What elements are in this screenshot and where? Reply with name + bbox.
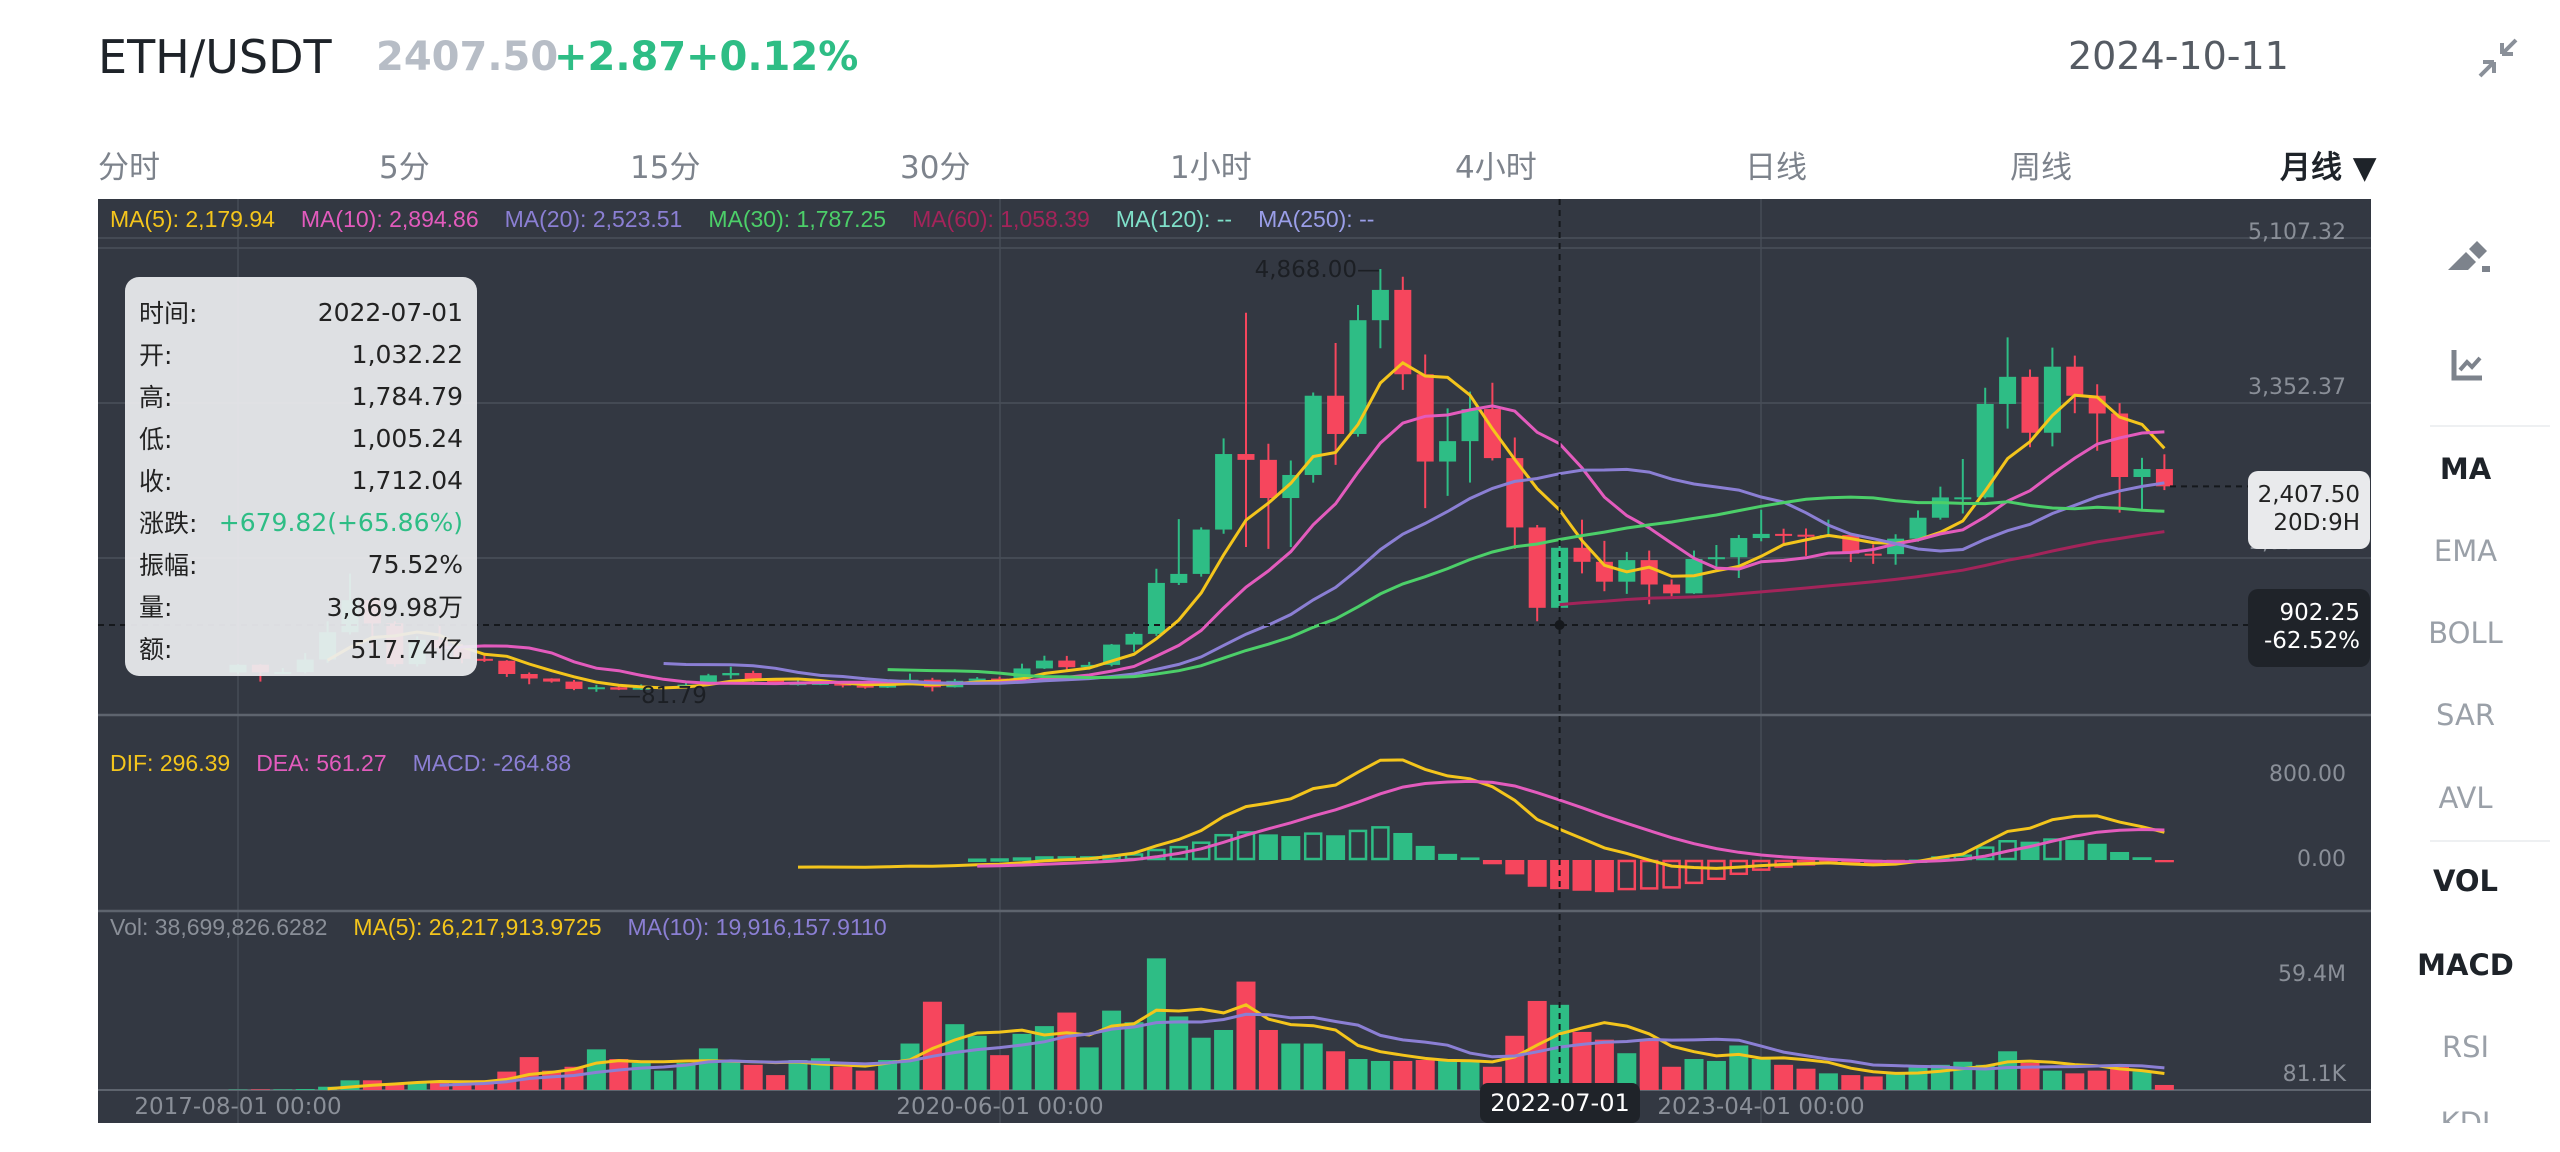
ma-legend-item-3: MA(30): 1,787.25 (708, 206, 887, 232)
tooltip-label: 振幅: (139, 551, 198, 580)
tooltip-row: 开: 1,032.22 (139, 333, 463, 375)
ma-legend: MA(5): 2,179.94 MA(10): 2,894.86 MA(20): 2… (110, 206, 1400, 233)
tooltip-label: 涨跌: (139, 509, 198, 538)
indicator-kdj[interactable]: KDJ (2440, 1106, 2491, 1123)
tooltip-value: 1,005.24 (351, 423, 463, 453)
last-price: 2407.50 (376, 34, 559, 80)
indicator-avl[interactable]: AVL (2438, 781, 2493, 815)
indicator-sar[interactable]: SAR (2436, 698, 2495, 732)
ma-legend-item-0: MA(5): 2,179.94 (110, 206, 275, 232)
tooltip-row: 涨跌: +679.82(+65.86%) (139, 501, 463, 543)
tooltip-row: 低: 1,005.24 (139, 417, 463, 459)
tab-5[interactable]: 4小时 (1455, 150, 1537, 186)
date-label: 2024-10-11 (2068, 34, 2289, 78)
max-price-value: 4,868.00 (1254, 257, 1357, 283)
crosshair-price-tag: 902.25 -62.52% (2248, 589, 2370, 667)
tooltip-row: 时间: 2022-07-01 (139, 291, 463, 333)
macd-axis-label: 800.00 (2269, 762, 2346, 787)
crosshair-percent: -62.52% (2264, 628, 2360, 654)
sidebar-divider (2430, 840, 2550, 842)
sidebar-divider (2430, 425, 2550, 427)
tooltip-label: 额: (139, 635, 173, 664)
indicator-boll[interactable]: BOLL (2428, 616, 2503, 650)
collapse-arrows-icon[interactable] (2474, 34, 2522, 82)
current-price-value: 2,407.50 (2257, 482, 2360, 508)
tooltip-row: 额: 517.74亿 (139, 627, 463, 669)
tooltip-label: 时间: (139, 299, 198, 328)
tooltip-label: 开: (139, 341, 173, 370)
x-axis-label: 2017-08-01 00:00 (134, 1094, 342, 1120)
indicator-chart-icon[interactable] (2450, 346, 2486, 382)
tab-0[interactable]: 分时 (98, 150, 160, 186)
tooltip-label: 高: (139, 383, 173, 412)
tooltip-value: 517.74亿 (350, 635, 463, 664)
ma-legend-item-5: MA(120): -- (1115, 206, 1233, 232)
tooltip-label: 低: (139, 425, 173, 454)
tooltip-label: 量: (139, 593, 173, 622)
vol-axis-label: 59.4M (2278, 962, 2346, 987)
indicator-ma[interactable]: MA (2439, 452, 2492, 486)
min-price-label: —81.79 (618, 683, 707, 709)
vol-legend-item-0: Vol: 38,699,826.6282 (110, 914, 328, 940)
x-axis-label: 2020-06-01 00:00 (896, 1094, 1104, 1120)
tab-6[interactable]: 日线 (1745, 150, 1807, 186)
tab-2[interactable]: 15分 (630, 150, 701, 186)
x-axis-label: 2023-04-01 00:00 (1657, 1094, 1865, 1120)
crosshair-price: 902.25 (2279, 600, 2360, 626)
ma-legend-item-4: MA(60): 1,058.39 (912, 206, 1090, 232)
tooltip-value: 1,784.79 (351, 381, 463, 411)
tooltip-value: 1,032.22 (351, 339, 463, 369)
indicator-macd[interactable]: MACD (2417, 948, 2514, 982)
y-axis-label: 5,107.32 (2248, 220, 2346, 245)
ma-legend-item-1: MA(10): 2,894.86 (300, 206, 479, 232)
ma-legend-item-6: MA(250): -- (1258, 206, 1375, 232)
macd-legend-item-2: MACD: -264.88 (412, 750, 572, 776)
vol-legend: Vol: 38,699,826.6282 MA(5): 26,217,913.97… (110, 914, 913, 941)
tab-3[interactable]: 30分 (900, 150, 971, 186)
candle-countdown: 20D:9H (2273, 510, 2360, 536)
tooltip-value: +679.82(+65.86%) (218, 507, 463, 537)
macd-legend-item-1: DEA: 561.27 (256, 750, 387, 776)
tooltip-value: 3,869.98万 (326, 593, 463, 622)
tooltip-value: 2022-07-01 (317, 297, 463, 327)
symbol-title: ETH/USDT (98, 30, 332, 84)
macd-legend-item-0: DIF: 296.39 (110, 750, 231, 776)
current-price-tag: 2,407.50 20D:9H (2248, 471, 2370, 549)
tooltip-row: 高: 1,784.79 (139, 375, 463, 417)
y-axis-label: 3,352.37 (2248, 375, 2346, 400)
candle-tooltip: 时间: 2022-07-01 开: 1,032.22 高: 1,784.79 低: 1,005… (125, 277, 477, 676)
vol-legend-item-1: MA(5): 26,217,913.9725 (353, 914, 602, 940)
tab-4[interactable]: 1小时 (1170, 150, 1252, 186)
price-change-percent: +0.12% (686, 34, 859, 80)
vol-legend-item-2: MA(10): 19,916,157.9110 (627, 914, 887, 940)
macd-axis-label: 0.00 (2297, 847, 2346, 872)
tooltip-value: 1,712.04 (351, 465, 463, 495)
tooltip-row: 量: 3,869.98万 (139, 585, 463, 627)
vol-axis-label: 81.1K (2282, 1062, 2346, 1087)
indicator-vol[interactable]: VOL (2432, 864, 2499, 898)
tab-1[interactable]: 5分 (379, 150, 430, 186)
ma-legend-item-2: MA(20): 2,523.51 (504, 206, 683, 232)
indicator-rsi[interactable]: RSI (2441, 1030, 2490, 1064)
max-price-label: 4,868.00— (1254, 257, 1380, 283)
tab-7[interactable]: 周线 (2010, 150, 2072, 186)
price-change: +2.87 (554, 34, 687, 80)
tooltip-row: 收: 1,712.04 (139, 459, 463, 501)
draw-pencil-icon[interactable] (2446, 236, 2492, 276)
tooltip-value: 75.52% (367, 549, 463, 579)
min-price-value: 81.79 (641, 683, 707, 709)
indicator-ema[interactable]: EMA (2433, 534, 2498, 568)
crosshair-date-tag: 2022-07-01 (1480, 1083, 1640, 1123)
tab-8[interactable]: 月线 ▼ (2280, 150, 2377, 186)
tooltip-label: 收: (139, 467, 173, 496)
macd-legend: DIF: 296.39 DEA: 561.27 MACD: -264.88 (110, 750, 597, 777)
tooltip-row: 振幅: 75.52% (139, 543, 463, 585)
